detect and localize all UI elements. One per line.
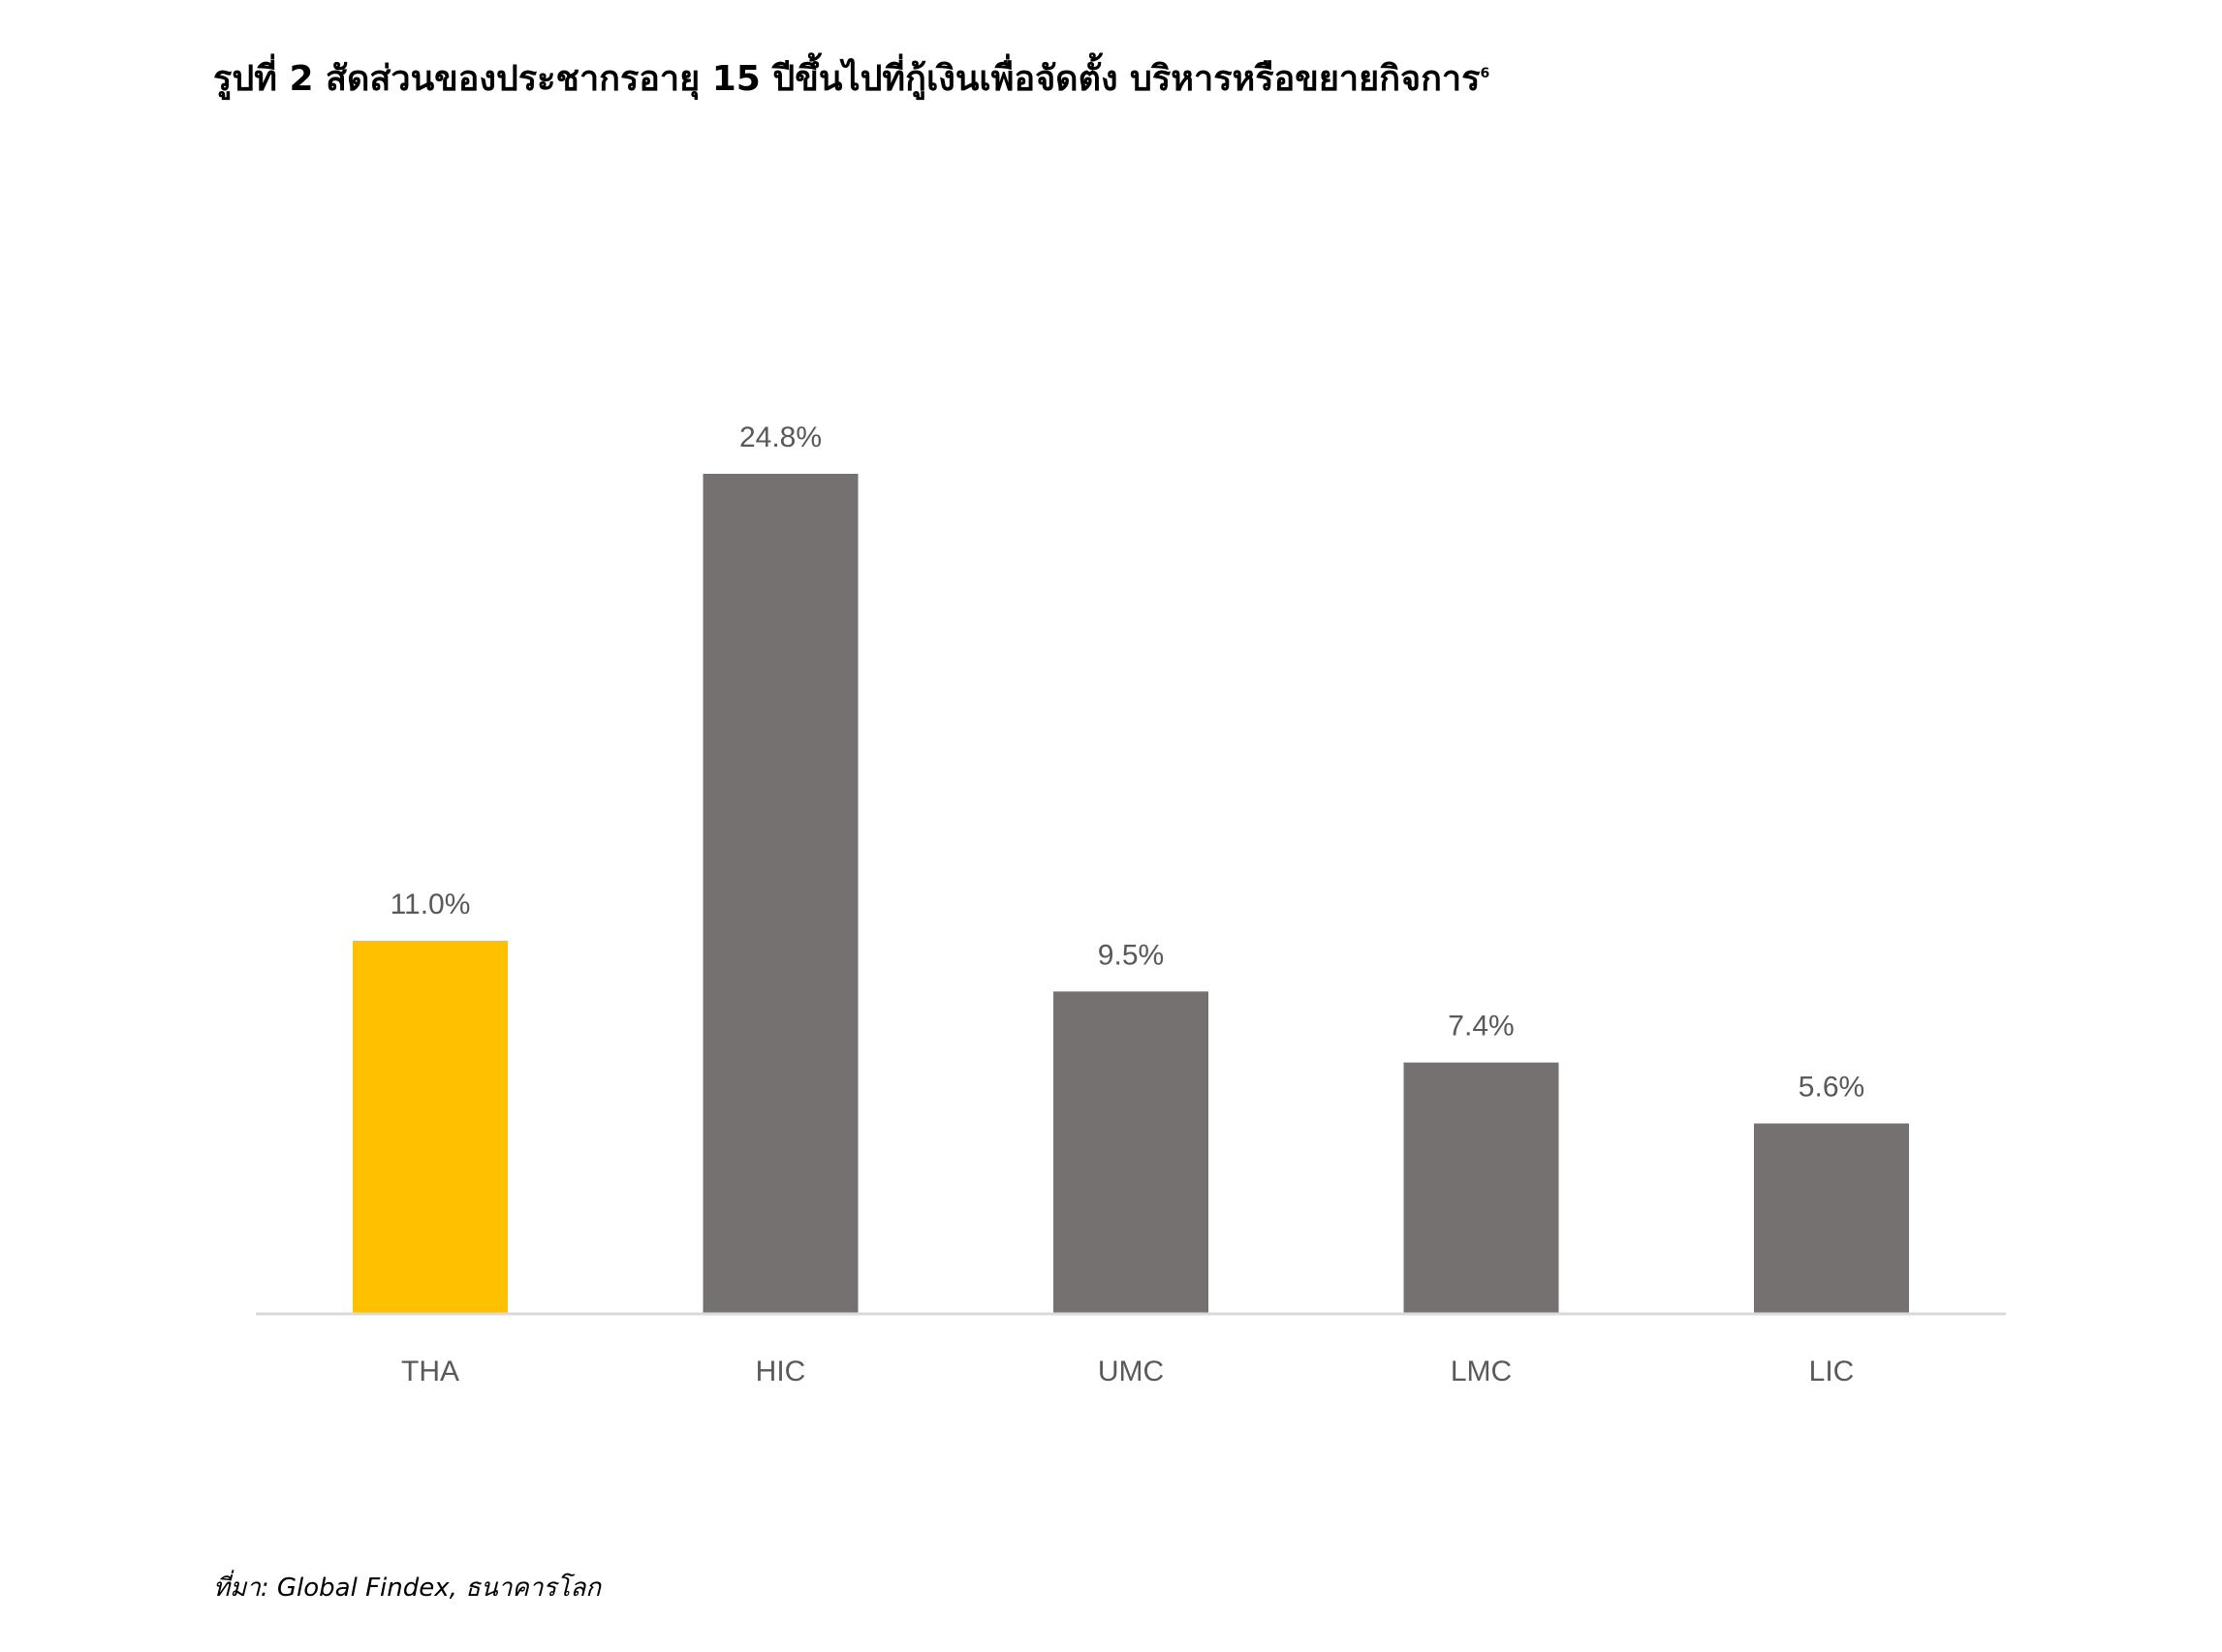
- bar-umc: [1053, 991, 1208, 1313]
- bar-tha: [353, 940, 508, 1313]
- tick-label-hic: HIC: [756, 1356, 806, 1387]
- data-label-hic: 24.8%: [739, 421, 822, 453]
- tick-label-lic: LIC: [1809, 1356, 1855, 1387]
- bar-lic: [1754, 1123, 1909, 1313]
- bar-hic: [703, 474, 859, 1313]
- data-label-lic: 5.6%: [1799, 1072, 1864, 1104]
- figure-title-text: รูปที่ 2 สัดส่วนของประชากรอายุ 15 ปีขึ้น…: [213, 59, 1481, 99]
- data-label-lmc: 7.4%: [1448, 1011, 1514, 1043]
- data-label-tha: 11.0%: [391, 888, 471, 920]
- tick-label-tha: THA: [401, 1356, 459, 1387]
- labels-layer: 11.0% THA 24.8% HIC 9.5% UMC 7.4% LMC 5.6% LIC: [391, 421, 1865, 1387]
- data-label-umc: 9.5%: [1098, 939, 1164, 971]
- footnote-marker: 6: [1480, 66, 1490, 81]
- tick-label-lmc: LMC: [1451, 1356, 1512, 1387]
- bars-layer: [353, 474, 1909, 1313]
- figure-title: รูปที่ 2 สัดส่วนของประชากรอายุ 15 ปีขึ้น…: [213, 50, 1489, 106]
- source-note: ที่มา: Global Findex, ธนาคารโลก: [213, 1574, 602, 1603]
- tick-label-umc: UMC: [1098, 1356, 1164, 1387]
- bar-lmc: [1403, 1062, 1559, 1313]
